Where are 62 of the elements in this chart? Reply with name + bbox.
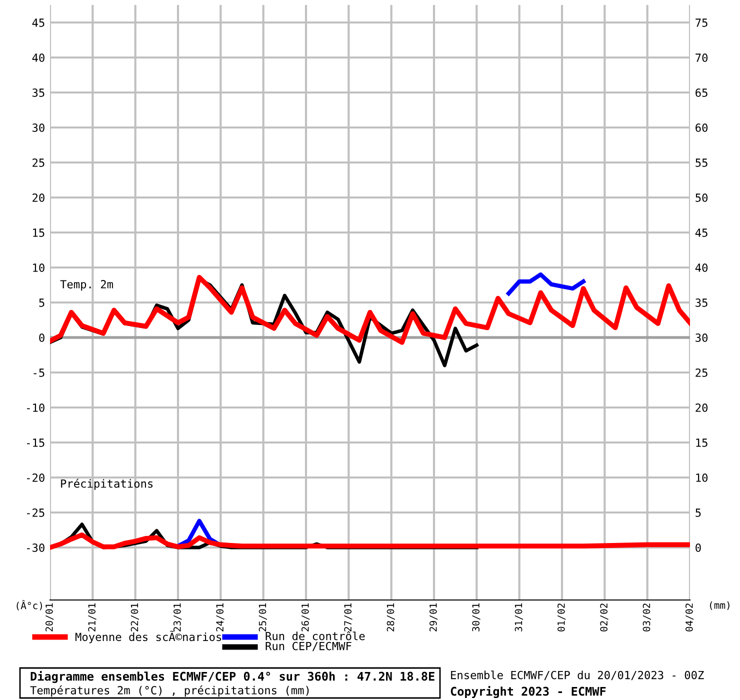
y2-tick-label: 5 bbox=[696, 508, 701, 517]
y2-tick-label: 15 bbox=[696, 438, 708, 447]
y2-tick-label: 0 bbox=[696, 544, 701, 552]
y-tick-label: 10 bbox=[33, 264, 44, 272]
x-tick-label: 22/01 bbox=[130, 603, 139, 632]
x-tick-label: 29/01 bbox=[429, 603, 438, 632]
x-tick-label: 26/01 bbox=[301, 603, 310, 632]
x-tick-label: 01/02 bbox=[557, 604, 566, 632]
text: Copyright 2023 - ECMWF bbox=[450, 686, 606, 698]
y2-tick-label: 30 bbox=[696, 334, 708, 342]
annotation: Précipitations bbox=[61, 478, 153, 490]
x-tick-label: 31/01 bbox=[514, 603, 523, 632]
legend-label: Run CEP/ECMWF bbox=[266, 642, 352, 652]
y-tick-label: -15 bbox=[27, 438, 44, 447]
y-tick-label: -5 bbox=[34, 368, 44, 377]
y2-tick-label: 20 bbox=[696, 404, 708, 412]
y2-tick-label: 75 bbox=[696, 18, 708, 27]
x-tick-label: 20/01 bbox=[45, 603, 54, 632]
y2-tick-label: 65 bbox=[696, 88, 708, 97]
line-series bbox=[50, 274, 690, 345]
y2-tick-label: 45 bbox=[695, 228, 708, 237]
y-tick-label: -20 bbox=[27, 474, 44, 482]
y-tick-label: 45 bbox=[32, 18, 44, 27]
y2-tick-label: 40 bbox=[695, 264, 708, 272]
y-tick-label: 0 bbox=[39, 334, 44, 342]
y2-tick-label: 10 bbox=[696, 474, 708, 482]
x-tick-label: 03/02 bbox=[642, 604, 651, 632]
x-tick-label: 27/01 bbox=[344, 603, 352, 632]
x-tick-label: 28/01 bbox=[386, 603, 395, 632]
y-tick-label: 15 bbox=[33, 228, 44, 237]
y-tick-label: -25 bbox=[27, 508, 44, 517]
y2-tick-label: 35 bbox=[696, 298, 708, 307]
y2-tick-label: 70 bbox=[696, 54, 708, 62]
legend-label: Run de contrôle bbox=[266, 631, 365, 640]
x-tick-label: 02/02 bbox=[600, 604, 608, 632]
y-tick-label: 20 bbox=[32, 194, 44, 202]
x-tick-label: 30/01 bbox=[472, 603, 480, 632]
legend-label: Moyenne des scÃ©narios bbox=[75, 630, 222, 644]
line-series bbox=[50, 532, 690, 550]
line-series bbox=[506, 272, 586, 296]
y-tick-label: 30 bbox=[32, 124, 44, 132]
y2-tick-label: 25 bbox=[696, 368, 708, 377]
text: Températures 2m (°C) , précipitations (mm) bbox=[30, 685, 309, 697]
y2-tick-label: 60 bbox=[696, 124, 708, 132]
x-tick-label: 25/01 bbox=[258, 603, 267, 632]
y-tick-label: -30 bbox=[27, 544, 44, 552]
y-tick-label: 5 bbox=[39, 298, 44, 307]
y-tick-label: 25 bbox=[32, 158, 44, 167]
annotation: Temp. 2m bbox=[60, 280, 113, 291]
y-tick-label: 40 bbox=[32, 54, 44, 62]
x-tick-label: 04/02 bbox=[685, 604, 694, 632]
y-tick-label: -10 bbox=[27, 404, 44, 412]
y2-axis-title: (mm) bbox=[710, 601, 730, 610]
x-tick-label: 23/01 bbox=[173, 603, 182, 632]
y-axis-title: (Â°c) bbox=[16, 600, 42, 610]
x-tick-label: 24/01 bbox=[216, 603, 224, 632]
y2-tick-label: 55 bbox=[696, 158, 708, 167]
y-tick-label: 35 bbox=[32, 88, 44, 97]
text: Ensemble ECMWF/CEP du 20/01/2023 - 00Z bbox=[451, 670, 704, 680]
text: Diagramme ensembles ECMWF/CEP 0.4° sur 360h : 47.2N 18.8E bbox=[30, 670, 434, 684]
y2-tick-label: 50 bbox=[696, 194, 708, 202]
x-tick-label: 21/01 bbox=[88, 603, 96, 632]
